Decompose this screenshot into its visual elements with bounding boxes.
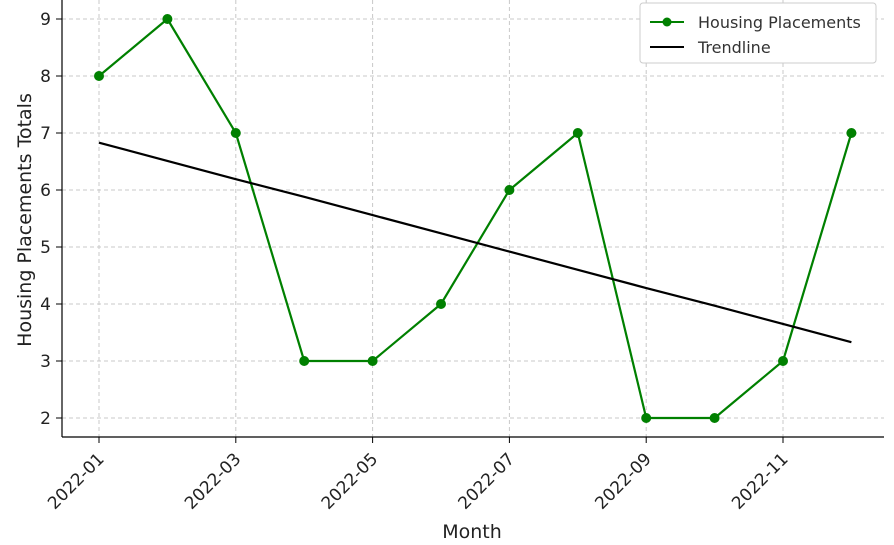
data-point-housing-placements	[230, 128, 241, 138]
legend-marker-housing	[662, 17, 672, 27]
data-point-housing-placements	[778, 356, 788, 366]
x-tick-label: 2022-07	[455, 449, 519, 513]
x-tick-label: 2022-09	[591, 449, 655, 513]
x-axis-label: Month	[442, 521, 502, 543]
data-point-housing-placements	[709, 413, 720, 423]
y-tick-label: 5	[40, 238, 51, 258]
y-tick-label: 3	[40, 352, 51, 372]
data-point-housing-placements	[367, 356, 378, 366]
y-tick-label: 9	[40, 10, 51, 30]
y-tick-label: 4	[40, 295, 51, 315]
series-layer	[94, 14, 857, 423]
series-line-trendline	[98, 141, 852, 344]
series-line-housing-placements	[98, 17, 853, 420]
y-ticks: 2 3 4 5 6 7 8 9	[40, 10, 62, 429]
y-tick-label: 6	[40, 181, 51, 201]
grid	[62, 0, 884, 437]
axes	[61, 0, 884, 438]
data-point-housing-placements	[299, 356, 310, 366]
legend-box	[639, 2, 877, 64]
legend-label-trendline: Trendline	[697, 38, 771, 57]
x-tick-label: 2022-03	[181, 449, 245, 513]
legend-label-housing: Housing Placements	[698, 13, 861, 32]
data-point-housing-placements	[504, 185, 515, 195]
data-point-housing-placements	[572, 128, 583, 138]
y-axis-label: Housing Placements Totals	[14, 93, 36, 347]
y-tick-label: 7	[40, 124, 51, 144]
x-ticks: 2022-01 2022-03 2022-05 2022-07 2022-09 2022-…	[44, 437, 793, 514]
y-tick-label: 2	[40, 409, 51, 429]
x-tick-label: 2022-05	[318, 449, 382, 513]
data-point-housing-placements	[846, 128, 857, 138]
legend: Housing Placements Trendline	[639, 2, 877, 64]
x-tick-label: 2022-01	[44, 449, 108, 513]
data-point-housing-placements	[94, 71, 104, 81]
y-tick-label: 8	[40, 67, 51, 87]
x-tick-label: 2022-11	[728, 449, 792, 513]
data-point-housing-placements	[641, 413, 652, 423]
data-point-housing-placements	[436, 299, 446, 309]
data-point-housing-placements	[162, 14, 173, 24]
